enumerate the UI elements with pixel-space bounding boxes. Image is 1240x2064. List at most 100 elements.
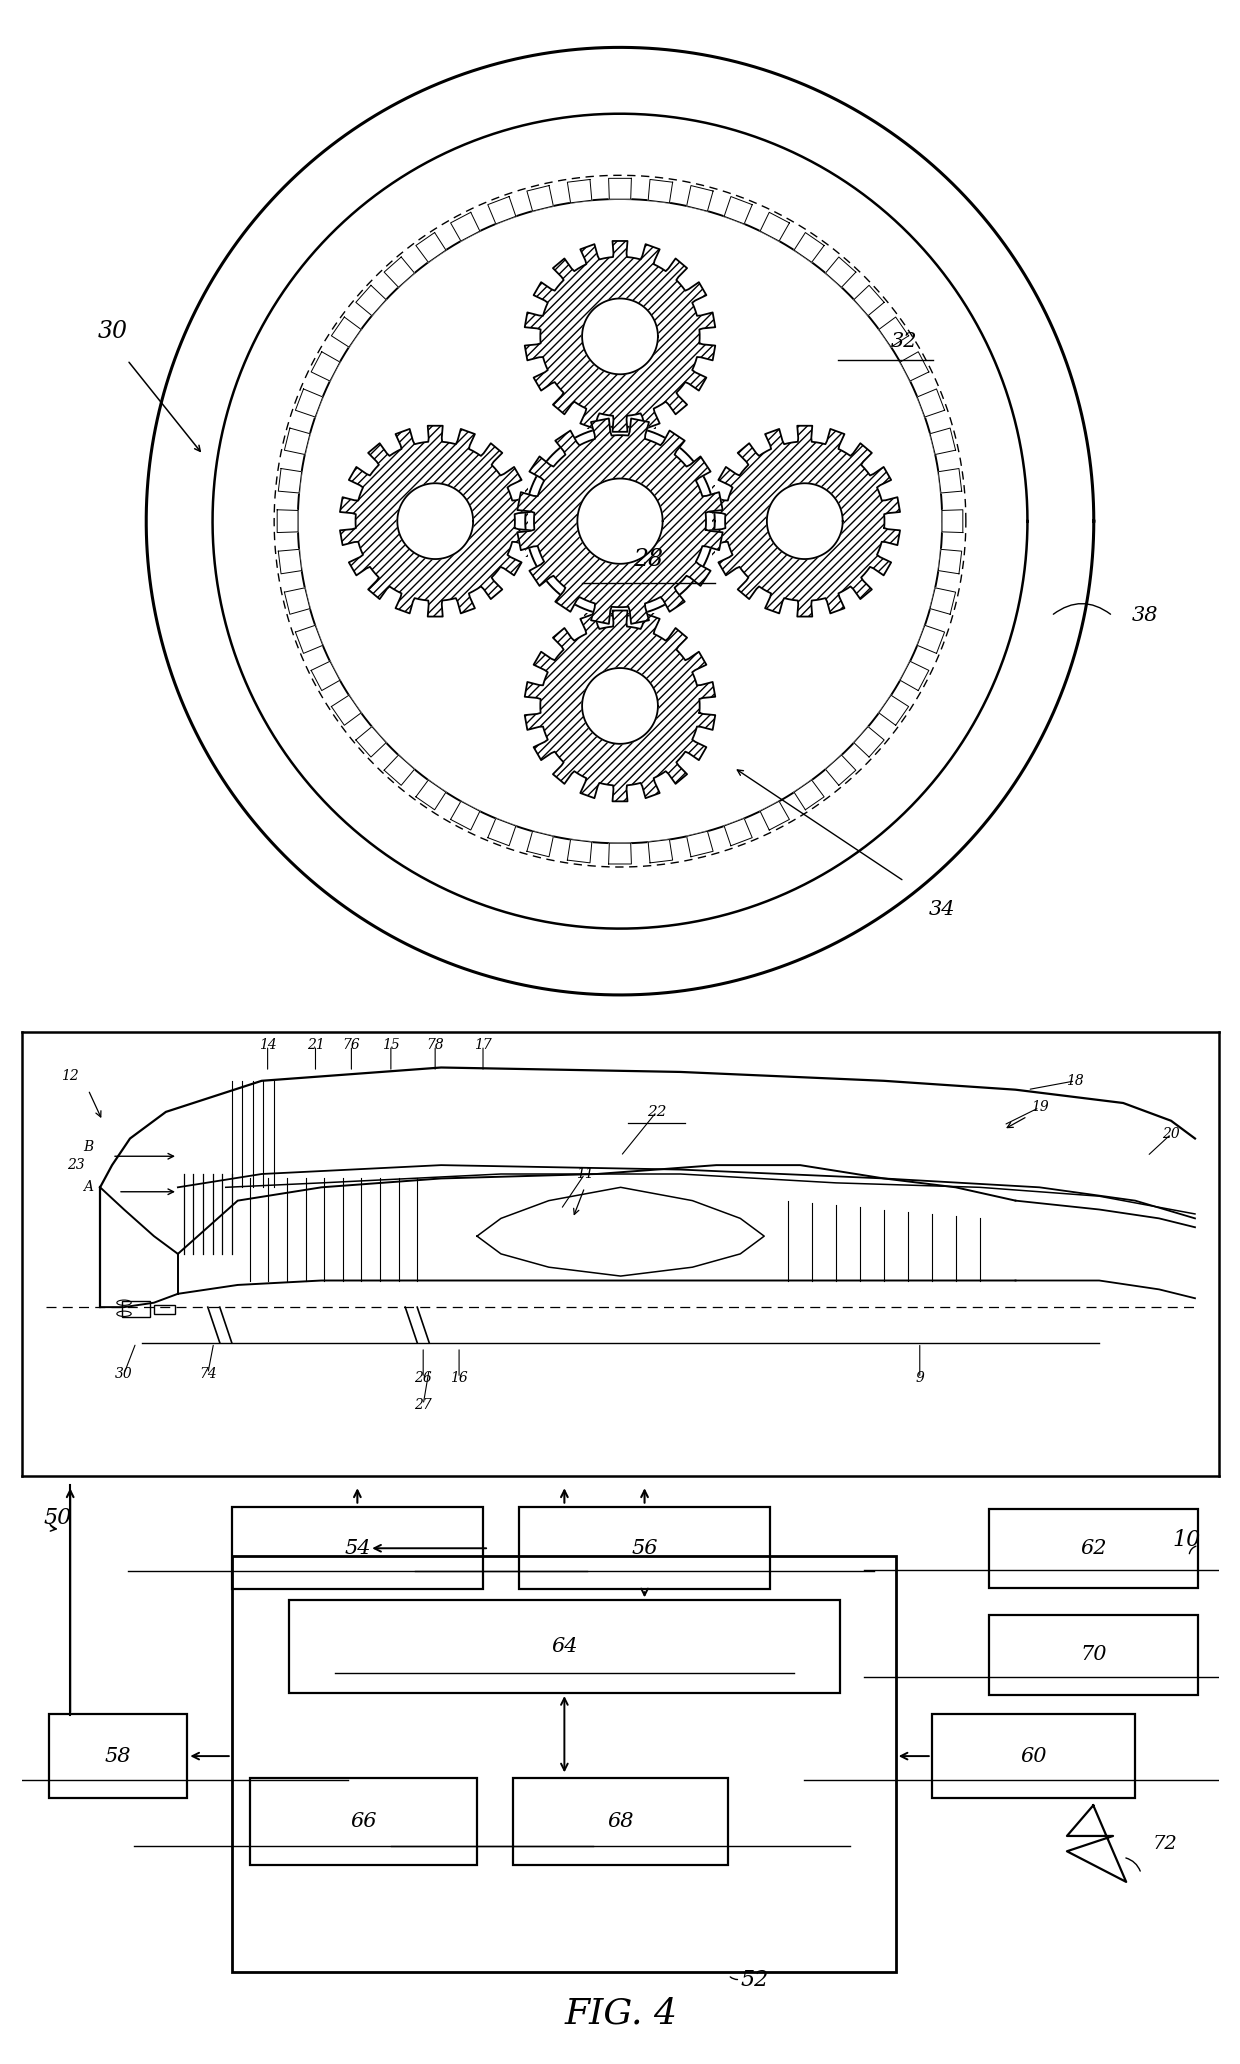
Polygon shape	[766, 483, 843, 559]
Text: 74: 74	[198, 1366, 217, 1381]
Text: 19: 19	[1030, 1100, 1048, 1115]
Polygon shape	[712, 485, 714, 557]
Text: 58: 58	[105, 1746, 131, 1765]
Polygon shape	[760, 213, 790, 241]
Polygon shape	[724, 196, 753, 223]
Text: 60: 60	[1021, 1746, 1047, 1765]
Bar	[988, 1509, 1198, 1587]
Text: 68: 68	[608, 1812, 634, 1831]
Text: 52: 52	[740, 1969, 769, 1992]
Polygon shape	[340, 425, 531, 617]
Text: 22: 22	[647, 1104, 666, 1119]
Polygon shape	[649, 840, 672, 863]
Polygon shape	[284, 588, 310, 615]
Text: 14: 14	[259, 1038, 277, 1053]
Text: 54: 54	[345, 1540, 371, 1558]
Polygon shape	[724, 819, 753, 846]
Circle shape	[526, 427, 714, 615]
Text: 76: 76	[342, 1038, 361, 1053]
Text: 17: 17	[474, 1038, 492, 1053]
Polygon shape	[1066, 1806, 1126, 1882]
Polygon shape	[278, 510, 298, 533]
Polygon shape	[356, 285, 386, 316]
Polygon shape	[687, 832, 713, 857]
Polygon shape	[526, 485, 528, 557]
Text: 23: 23	[67, 1158, 86, 1172]
Polygon shape	[525, 611, 715, 801]
Polygon shape	[930, 588, 956, 615]
Polygon shape	[415, 780, 446, 809]
Polygon shape	[278, 469, 301, 493]
Polygon shape	[939, 549, 962, 574]
Text: 34: 34	[929, 900, 956, 918]
Text: 18: 18	[1066, 1073, 1084, 1088]
Polygon shape	[649, 180, 672, 202]
Text: 30: 30	[115, 1366, 133, 1381]
Polygon shape	[356, 727, 386, 757]
Polygon shape	[794, 780, 825, 809]
Polygon shape	[525, 241, 715, 431]
Bar	[249, 1777, 477, 1866]
Polygon shape	[879, 696, 909, 724]
Polygon shape	[900, 660, 929, 691]
Polygon shape	[826, 258, 856, 287]
Polygon shape	[879, 318, 909, 347]
Polygon shape	[284, 427, 310, 454]
Circle shape	[212, 114, 1028, 929]
Polygon shape	[584, 613, 656, 615]
Polygon shape	[918, 625, 945, 654]
Text: 62: 62	[1080, 1540, 1106, 1558]
Text: 12: 12	[61, 1069, 79, 1084]
Bar	[232, 1556, 895, 1973]
Text: 10: 10	[1173, 1529, 1202, 1550]
Text: 16: 16	[450, 1370, 467, 1385]
Polygon shape	[278, 549, 301, 574]
Text: 11: 11	[575, 1166, 594, 1181]
Polygon shape	[450, 801, 480, 830]
Bar	[513, 1777, 728, 1866]
Polygon shape	[487, 196, 516, 223]
Text: FIG. 3: FIG. 3	[563, 1030, 677, 1065]
Polygon shape	[760, 801, 790, 830]
Text: 70: 70	[1080, 1645, 1106, 1664]
Bar	[289, 1600, 839, 1692]
Polygon shape	[384, 258, 414, 287]
Text: 32: 32	[892, 332, 918, 351]
Polygon shape	[854, 727, 884, 757]
Polygon shape	[331, 318, 361, 347]
Polygon shape	[900, 351, 929, 382]
Polygon shape	[415, 233, 446, 262]
Text: 20: 20	[1162, 1127, 1180, 1141]
Text: 15: 15	[382, 1038, 399, 1053]
Text: 50: 50	[43, 1507, 72, 1529]
Bar	[518, 1507, 770, 1589]
Text: 66: 66	[350, 1812, 377, 1831]
Polygon shape	[527, 186, 553, 211]
Bar	[988, 1616, 1198, 1695]
Polygon shape	[578, 479, 662, 563]
Polygon shape	[609, 844, 631, 865]
Polygon shape	[527, 832, 553, 857]
Polygon shape	[295, 388, 322, 417]
Polygon shape	[709, 425, 900, 617]
Bar	[232, 1507, 484, 1589]
Circle shape	[298, 198, 942, 844]
Text: B: B	[83, 1141, 93, 1154]
Polygon shape	[295, 625, 322, 654]
Polygon shape	[517, 419, 723, 623]
Bar	[50, 1713, 187, 1798]
Polygon shape	[582, 299, 658, 374]
Text: 56: 56	[631, 1540, 657, 1558]
Bar	[122, 1302, 150, 1317]
Polygon shape	[397, 483, 474, 559]
Text: 64: 64	[551, 1637, 578, 1655]
Text: 26: 26	[414, 1370, 432, 1385]
Polygon shape	[918, 388, 945, 417]
Bar	[931, 1713, 1135, 1798]
Polygon shape	[939, 469, 962, 493]
Polygon shape	[582, 669, 658, 743]
Polygon shape	[568, 840, 591, 863]
Text: 38: 38	[1132, 607, 1158, 625]
Polygon shape	[826, 755, 856, 784]
Polygon shape	[794, 233, 825, 262]
